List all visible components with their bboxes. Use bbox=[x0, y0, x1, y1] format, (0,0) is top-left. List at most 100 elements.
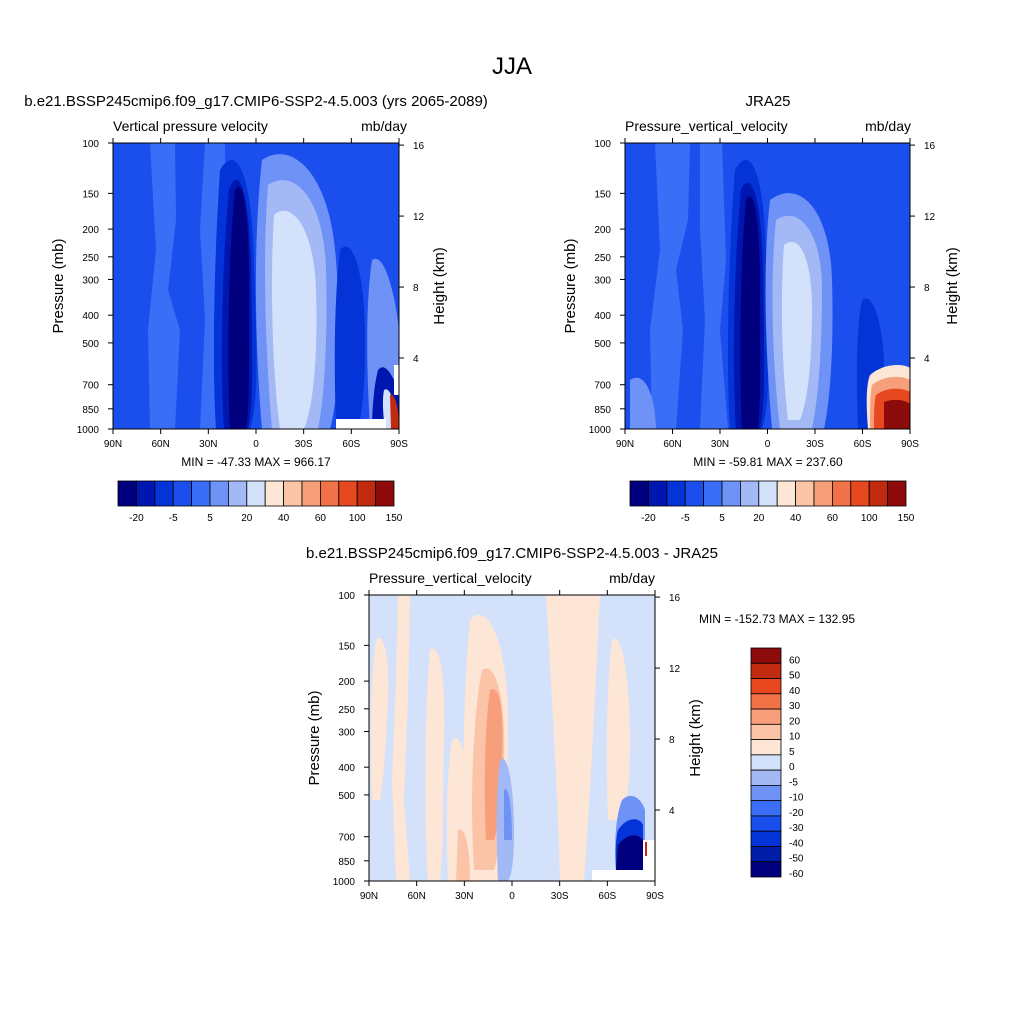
panel-obs-minmax: MIN = -59.81 MAX = 237.60 bbox=[693, 455, 843, 469]
model-pressure-tick-label: 400 bbox=[82, 311, 99, 322]
model-colorbar-label: 150 bbox=[386, 513, 403, 524]
model-colorbar-swatch bbox=[338, 480, 358, 507]
obs-lat-tick-label: 60N bbox=[663, 439, 681, 450]
panel-diff: b.e21.BSSP245cmip6.f09_g17.CMIP6-SSP2-4.… bbox=[306, 545, 855, 902]
model-lat-tick-label: 0 bbox=[253, 439, 259, 450]
diff-colorbar-swatch bbox=[750, 723, 782, 740]
panel-obs-y2label: Height (km) bbox=[944, 247, 961, 325]
model-colorbar-swatch bbox=[117, 480, 137, 507]
diff-lat-tick-label: 90N bbox=[360, 891, 378, 902]
obs-contour-itcz-core bbox=[740, 196, 761, 429]
model-height-tick-label: 12 bbox=[413, 212, 425, 223]
panel-diff-units-label: mb/day bbox=[609, 570, 655, 586]
obs-colorbar-swatch bbox=[684, 480, 705, 507]
model-colorbar-swatch bbox=[356, 480, 377, 507]
diff-colorbar-swatch bbox=[750, 785, 782, 802]
model-colorbar-swatch bbox=[135, 480, 156, 507]
panel-model-y2label: Height (km) bbox=[431, 247, 448, 325]
diff-colorbar-label: -60 bbox=[789, 869, 804, 880]
diff-colorbar-swatch bbox=[750, 693, 782, 710]
diff-colorbar-label: 10 bbox=[789, 732, 801, 743]
panel-diff-ylabel: Pressure (mb) bbox=[306, 690, 323, 785]
model-lat-tick-label: 60N bbox=[151, 439, 169, 450]
panel-obs-variable-label: Pressure_vertical_velocity bbox=[625, 118, 788, 134]
diff-colorbar-label: 60 bbox=[789, 655, 801, 666]
panel-model-title: b.e21.BSSP245cmip6.f09_g17.CMIP6-SSP2-4.… bbox=[24, 93, 488, 110]
obs-colorbar-swatch bbox=[721, 480, 741, 507]
obs-pressure-tick-label: 400 bbox=[594, 311, 611, 322]
diff-colorbar-label: -20 bbox=[789, 808, 804, 819]
model-colorbar-swatch bbox=[209, 480, 229, 507]
diff-pressure-tick-label: 250 bbox=[338, 705, 355, 716]
obs-colorbar-label: 40 bbox=[790, 513, 802, 524]
obs-colorbar-swatch bbox=[795, 480, 815, 507]
model-colorbar-label: -5 bbox=[169, 513, 178, 524]
model-colorbar-label: 60 bbox=[315, 513, 327, 524]
obs-contour-subsidence-core bbox=[781, 241, 812, 420]
diff-pressure-tick-label: 150 bbox=[338, 641, 355, 652]
model-colorbar-swatch bbox=[154, 480, 174, 507]
obs-lat-tick-label: 30N bbox=[711, 439, 729, 450]
diff-lat-tick-label: 60S bbox=[598, 891, 616, 902]
diff-contour-subtropic-positive bbox=[425, 648, 445, 881]
diff-lat-tick-label: 30N bbox=[455, 891, 473, 902]
obs-pressure-tick-label: 500 bbox=[594, 339, 611, 350]
obs-contour-subtropic-band bbox=[700, 143, 728, 429]
obs-colorbar-swatch bbox=[850, 480, 870, 507]
diff-colorbar-swatch bbox=[750, 815, 782, 832]
panel-diff-y2label: Height (km) bbox=[687, 699, 704, 777]
diff-pressure-tick-label: 100 bbox=[338, 591, 355, 602]
model-pressure-tick-label: 700 bbox=[82, 381, 99, 392]
diff-contour-negative-core bbox=[504, 789, 512, 840]
diff-lat-tick-label: 0 bbox=[509, 891, 515, 902]
obs-lat-tick-label: 60S bbox=[854, 439, 872, 450]
panel-model: b.e21.BSSP245cmip6.f09_g17.CMIP6-SSP2-4.… bbox=[24, 93, 488, 524]
diff-colorbar-label: 30 bbox=[789, 701, 801, 712]
panel-diff-height-axis: 16 12 8 4 bbox=[655, 593, 681, 817]
obs-colorbar-swatch bbox=[740, 480, 760, 507]
model-missing-region bbox=[336, 419, 386, 429]
diff-contour-polar-core bbox=[616, 835, 643, 870]
panel-model-colorbar: -20 -5 5 20 40 60 100 150 bbox=[117, 480, 403, 524]
diff-colorbar-swatch bbox=[750, 769, 782, 786]
diff-pressure-tick-label: 500 bbox=[338, 791, 355, 802]
obs-height-tick-label: 8 bbox=[924, 283, 930, 294]
panel-obs-units-label: mb/day bbox=[865, 118, 911, 134]
diff-edge-positive bbox=[645, 842, 647, 856]
diff-pressure-tick-label: 1000 bbox=[333, 877, 356, 888]
model-colorbar-label: 20 bbox=[241, 513, 253, 524]
model-pressure-tick-label: 1000 bbox=[77, 425, 100, 436]
diff-height-tick-label: 8 bbox=[669, 735, 675, 746]
obs-colorbar-label: 20 bbox=[753, 513, 765, 524]
model-contour-south-ascent bbox=[334, 246, 366, 429]
model-colorbar-label: 5 bbox=[207, 513, 213, 524]
model-colorbar-swatch bbox=[375, 480, 395, 507]
obs-colorbar-swatch bbox=[887, 480, 907, 507]
model-lat-tick-label: 90S bbox=[390, 439, 408, 450]
obs-height-tick-label: 4 bbox=[924, 354, 930, 365]
obs-colorbar-label: 150 bbox=[898, 513, 915, 524]
model-lat-tick-label: 30N bbox=[199, 439, 217, 450]
obs-pressure-tick-label: 250 bbox=[594, 253, 611, 264]
panel-model-lat-axis: 90N 60N 30N 0 30S 60S 90S bbox=[104, 138, 408, 450]
diff-pressure-tick-label: 850 bbox=[338, 857, 355, 868]
diff-height-tick-label: 12 bbox=[669, 664, 681, 675]
model-colorbar-swatch bbox=[301, 480, 321, 507]
obs-colorbar-label: -5 bbox=[681, 513, 690, 524]
model-pressure-tick-label: 850 bbox=[82, 405, 99, 416]
diff-colorbar-label: -30 bbox=[789, 823, 804, 834]
model-height-tick-label: 16 bbox=[413, 141, 425, 152]
panel-model-minmax: MIN = -47.33 MAX = 966.17 bbox=[181, 455, 331, 469]
diff-pressure-tick-label: 300 bbox=[338, 727, 355, 738]
model-pressure-tick-label: 500 bbox=[82, 339, 99, 350]
model-lat-tick-label: 60S bbox=[342, 439, 360, 450]
obs-colorbar-swatch bbox=[703, 480, 723, 507]
diff-pressure-tick-label: 700 bbox=[338, 833, 355, 844]
diff-contour-sh-positive-2 bbox=[606, 638, 630, 820]
diff-missing-region bbox=[592, 870, 655, 881]
obs-lat-tick-label: 30S bbox=[806, 439, 824, 450]
obs-contour-nh-band bbox=[650, 143, 690, 429]
diff-lat-tick-label: 90S bbox=[646, 891, 664, 902]
diff-colorbar-label: 20 bbox=[789, 716, 801, 727]
